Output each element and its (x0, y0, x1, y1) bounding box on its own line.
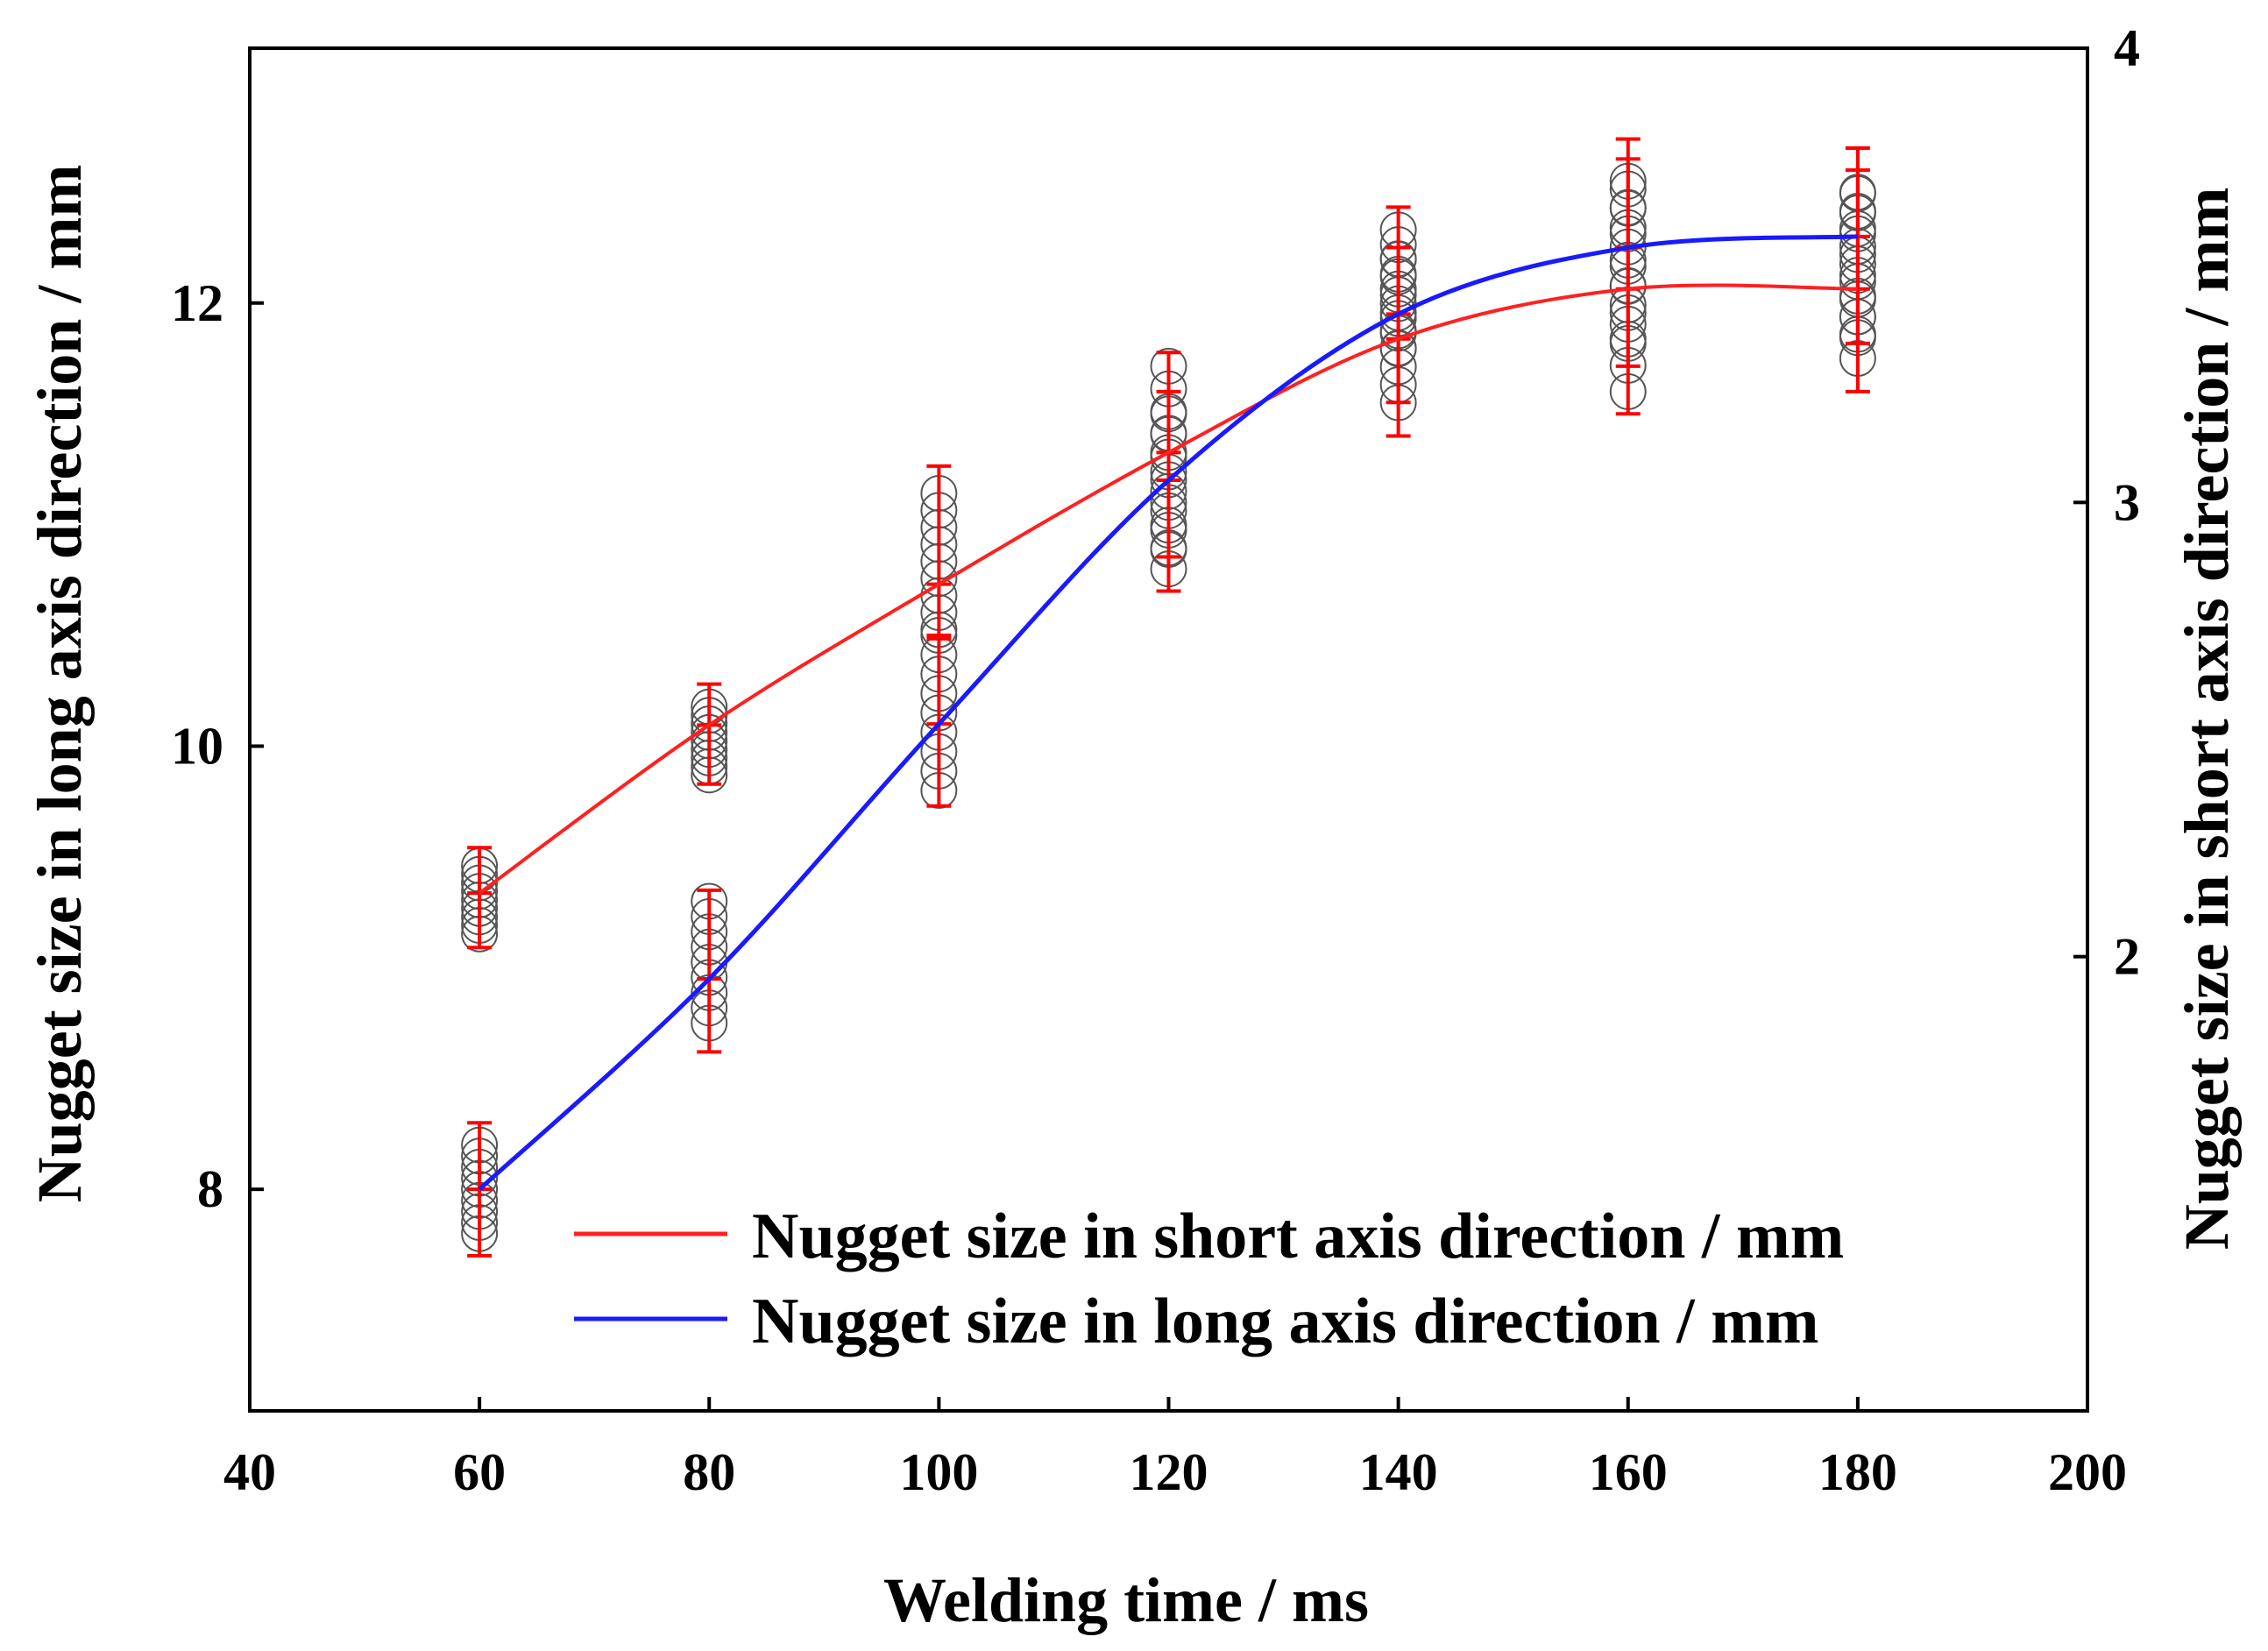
fit-curves (478, 234, 1858, 1191)
x-tick-label: 40 (223, 1443, 276, 1501)
y-left-tick-label: 8 (197, 1160, 223, 1218)
y-left-tick-label: 12 (171, 274, 223, 332)
x-axis-title: Welding time / ms (883, 1565, 1369, 1635)
y-right-tick-label: 4 (2114, 19, 2140, 77)
x-tick-label: 100 (899, 1443, 978, 1501)
legend-label-short-axis: Nugget size in short axis direction / mm (752, 1201, 1844, 1272)
legend: Nugget size in short axis direction / mm… (574, 1201, 1844, 1357)
x-tick-label: 160 (1589, 1443, 1668, 1501)
x-tick-label: 180 (1818, 1443, 1897, 1501)
y-axis-left-title: Nugget size in long axis direction / mm (25, 165, 95, 1203)
y-axis-right-title: Nugget size in short axis direction / mm (2172, 188, 2242, 1251)
x-tick-label: 80 (683, 1443, 735, 1501)
legend-label-long-axis: Nugget size in long axis direction / mm (752, 1286, 1819, 1357)
x-tick-label: 140 (1359, 1443, 1438, 1501)
x-tick-label: 200 (2048, 1443, 2127, 1501)
y-axis-left: 8 10 12 (171, 274, 264, 1218)
data-markers (461, 162, 1876, 1252)
y-right-tick-label: 2 (2114, 928, 2140, 986)
x-tick-label: 120 (1130, 1443, 1208, 1501)
x-axis: 40 60 80 100 120 140 160 180 200 (223, 1397, 2127, 1501)
fit-curve-long-axis (478, 234, 1858, 1191)
y-axis-right: 2 3 4 (2073, 19, 2140, 986)
fit-curve-short-axis (478, 283, 1858, 895)
x-tick-label: 60 (453, 1443, 506, 1501)
y-left-tick-label: 10 (171, 717, 223, 775)
y-right-tick-label: 3 (2114, 473, 2140, 531)
error-bars (467, 137, 1870, 1258)
